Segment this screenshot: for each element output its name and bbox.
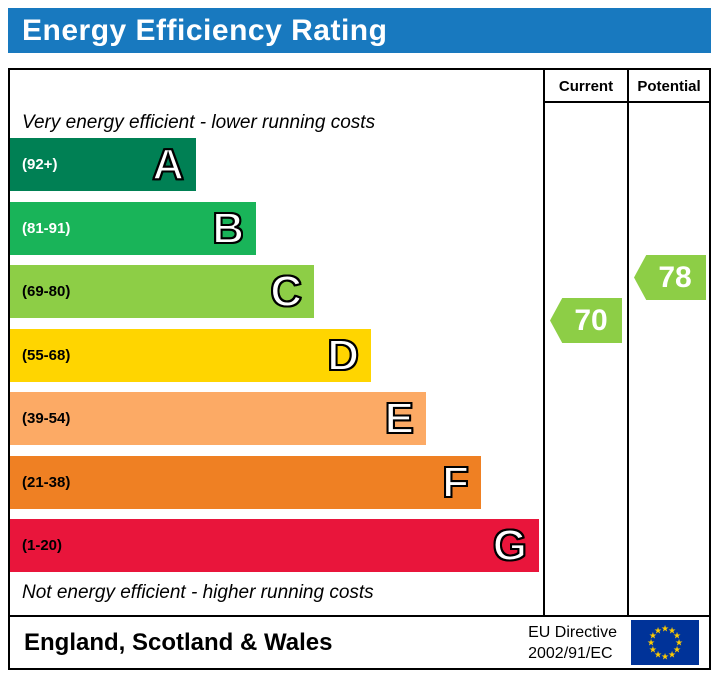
band-letter: B bbox=[211, 203, 245, 254]
band-range: (39-54) bbox=[22, 410, 71, 427]
eu-directive-line2: 2002/91/EC bbox=[528, 644, 613, 662]
band-range: (55-68) bbox=[22, 346, 71, 364]
potential-column: Potential 78 bbox=[627, 70, 709, 615]
current-rating-value: 70 bbox=[574, 303, 608, 337]
svg-text:★: ★ bbox=[649, 646, 657, 656]
svg-text:★: ★ bbox=[668, 651, 676, 661]
caption-top: Very energy efficient - lower running co… bbox=[22, 112, 376, 133]
band-range: (81-91) bbox=[22, 219, 71, 237]
band-row-d: (55-68) D bbox=[10, 328, 371, 382]
band-letter: C bbox=[269, 266, 303, 317]
eu-directive-label: EU Directive 2002/91/EC bbox=[528, 622, 617, 664]
band-range: (1-20) bbox=[22, 537, 63, 554]
potential-rating-value: 78 bbox=[658, 260, 692, 294]
potential-rating-arrow: 78 bbox=[634, 255, 706, 300]
svg-text:★: ★ bbox=[654, 626, 662, 636]
current-rating-arrow: 70 bbox=[550, 298, 622, 343]
footer: England, Scotland & Wales EU Directive 2… bbox=[8, 617, 711, 670]
band-row-g: (1-20) G bbox=[10, 519, 539, 572]
band-row-e: (39-54) E bbox=[10, 392, 426, 445]
svg-text:★: ★ bbox=[675, 639, 683, 649]
band-letter: F bbox=[441, 457, 470, 508]
svg-text:★: ★ bbox=[673, 646, 681, 656]
svg-text:★: ★ bbox=[654, 651, 662, 661]
band-letter: D bbox=[326, 330, 360, 381]
band-row-c: (69-80) C bbox=[10, 265, 314, 318]
band-letter: A bbox=[151, 139, 185, 190]
band-letter: E bbox=[384, 393, 415, 444]
eu-directive-line1: EU Directive bbox=[528, 623, 617, 641]
current-column-header: Current bbox=[545, 70, 627, 103]
band-letter: G bbox=[492, 520, 528, 571]
svg-text:★: ★ bbox=[661, 625, 669, 635]
caption-bottom: Not energy efficient - higher running co… bbox=[22, 582, 374, 603]
potential-column-header: Potential bbox=[629, 70, 709, 103]
eu-flag-icon: ★ ★ ★ ★ ★ ★ ★ ★ ★ ★ ★ ★ bbox=[631, 620, 699, 665]
band-range: (92+) bbox=[22, 156, 58, 173]
svg-text:★: ★ bbox=[668, 626, 676, 636]
svg-text:★: ★ bbox=[649, 632, 657, 642]
svg-text:★: ★ bbox=[647, 639, 655, 649]
region-label: England, Scotland & Wales bbox=[24, 628, 333, 656]
band-range: (21-38) bbox=[22, 473, 71, 491]
band-range: (69-80) bbox=[22, 283, 71, 300]
bands-area: Very energy efficient - lower running co… bbox=[10, 70, 543, 615]
svg-text:★: ★ bbox=[673, 632, 681, 642]
band-row-a: (92+) A bbox=[10, 138, 196, 191]
svg-text:★: ★ bbox=[661, 653, 669, 663]
current-column: Current 70 bbox=[543, 70, 627, 615]
band-row-b: (81-91) B bbox=[10, 201, 256, 255]
page-title: Energy Efficiency Rating bbox=[8, 8, 711, 53]
chart-area: Very energy efficient - lower running co… bbox=[8, 68, 711, 617]
band-row-f: (21-38) F bbox=[10, 455, 481, 509]
